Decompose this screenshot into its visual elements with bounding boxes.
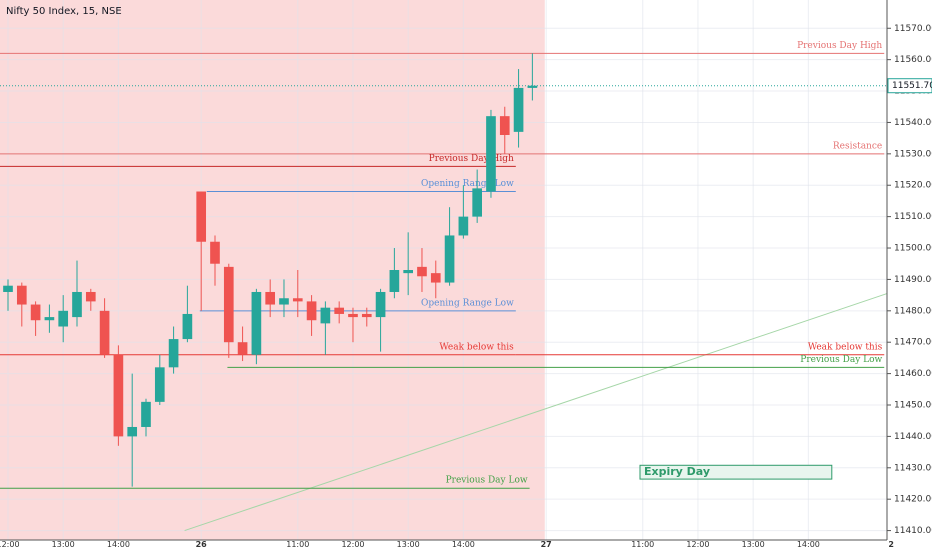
candle-body — [306, 301, 317, 321]
candle-body — [430, 273, 441, 283]
x-tick-label: 12:00 — [686, 540, 709, 549]
candle-body — [44, 317, 55, 321]
level-label: Previous Day High — [797, 41, 882, 51]
annotation-text: Expiry Day — [644, 465, 710, 478]
candle-body — [154, 367, 165, 402]
y-tick-label: 11430.00 — [894, 463, 932, 473]
last-price-box — [887, 78, 932, 94]
candle-body — [292, 298, 303, 302]
candle-body — [472, 188, 482, 217]
x-tick-label: 13:00 — [742, 540, 765, 549]
candle-body — [113, 354, 124, 437]
y-tick-label: 11570.00 — [894, 24, 932, 34]
plot-area: Previous Day High Resistance Previous Day … — [0, 0, 888, 540]
x-tick-label: 27 — [541, 540, 552, 549]
candle-body — [85, 291, 96, 302]
level-label: Previous Day Low — [446, 476, 528, 486]
candle-body — [99, 310, 110, 355]
candle-body — [168, 339, 179, 368]
candle-body — [237, 342, 248, 355]
candle-body — [527, 85, 538, 88]
y-tick-label: 11540.00 — [894, 118, 932, 128]
candle-body — [279, 298, 289, 305]
y-tick-label: 11500.00 — [894, 244, 932, 254]
y-tick-label: 11530.00 — [894, 149, 932, 159]
x-tick-label: 13:00 — [397, 540, 420, 549]
y-tick-label: 11460.00 — [894, 369, 932, 379]
x-tick-label: 12:00 — [341, 540, 364, 549]
candle-body — [141, 401, 151, 427]
x-tick-label: 11:00 — [631, 540, 654, 549]
candle-body — [72, 291, 82, 318]
candle-body — [320, 307, 331, 324]
x-tick-label: 11:00 — [286, 540, 309, 549]
candle-body — [389, 270, 400, 292]
y-tick-label: 11490.00 — [894, 275, 932, 285]
candle-body — [499, 116, 510, 135]
annotation-box — [639, 464, 833, 480]
candle-body — [30, 304, 41, 321]
y-tick-label: 11450.00 — [894, 401, 932, 411]
candle-body — [251, 291, 262, 355]
x-tick-label: 14:00 — [107, 540, 130, 549]
x-tick-label: 2 — [888, 540, 894, 549]
level-label: Opening Range Low — [421, 179, 514, 189]
level-label: Resistance — [833, 141, 882, 151]
level-label: Opening Range Low — [421, 298, 514, 308]
candle-body — [513, 87, 524, 132]
y-tick-label: 11560.00 — [894, 55, 932, 65]
y-tick-label: 11470.00 — [894, 338, 932, 348]
y-tick-label: 11440.00 — [894, 432, 932, 442]
candle-body — [265, 291, 276, 305]
x-tick-label: 14:00 — [797, 540, 820, 549]
trendline — [184, 293, 888, 532]
candle-body — [348, 313, 358, 318]
y-tick-label: 11510.00 — [894, 212, 932, 222]
candle-body — [334, 307, 345, 314]
candle-body — [196, 191, 207, 242]
candle-body — [3, 285, 13, 292]
level-label: Weak below this — [808, 342, 883, 352]
y-tick-label: 11520.00 — [894, 181, 932, 191]
candle-body — [486, 116, 496, 192]
candle-body — [417, 266, 427, 277]
level-label: Previous Day High — [429, 154, 514, 164]
candle-body — [375, 291, 386, 318]
candle-body — [403, 270, 414, 274]
y-tick-label: 11410.00 — [894, 526, 932, 536]
candle-body — [182, 313, 193, 340]
candle-body — [223, 266, 234, 343]
level-label: Previous Day Low — [800, 355, 882, 365]
candle-body — [458, 216, 469, 236]
candle-body — [444, 235, 455, 283]
candle-body — [210, 241, 220, 264]
level-label: Weak below this — [439, 342, 514, 352]
y-tick-label: 11420.00 — [894, 495, 932, 505]
y-tick-label: 11480.00 — [894, 306, 932, 316]
x-tick-label: 26 — [196, 540, 208, 549]
x-tick-label: 12:00 — [0, 540, 20, 549]
candle-body — [16, 285, 27, 305]
x-tick-label: 14:00 — [452, 540, 475, 549]
candle-body — [127, 426, 138, 437]
last-price-label: 11551.70 — [892, 81, 932, 91]
candle-body — [58, 310, 69, 327]
x-tick-label: 13:00 — [52, 540, 75, 549]
candle-body — [361, 313, 372, 318]
chart-title: Nifty 50 Index, 15, NSE — [6, 6, 122, 17]
